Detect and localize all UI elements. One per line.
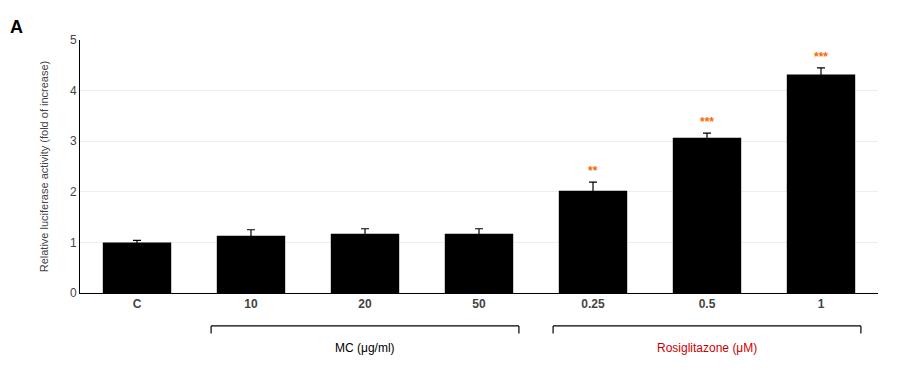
svg-text:A: A xyxy=(10,17,23,37)
svg-text:4: 4 xyxy=(70,84,77,98)
svg-text:Rosiglitazone (μM): Rosiglitazone (μM) xyxy=(657,341,757,355)
svg-text:3: 3 xyxy=(70,134,77,148)
svg-text:C: C xyxy=(133,297,142,311)
svg-text:10: 10 xyxy=(244,297,258,311)
svg-text:1: 1 xyxy=(70,236,77,250)
svg-text:MC (μg/ml): MC (μg/ml) xyxy=(335,341,395,355)
svg-text:20: 20 xyxy=(358,297,372,311)
svg-text:1: 1 xyxy=(818,297,825,311)
svg-text:50: 50 xyxy=(472,297,486,311)
svg-text:0.5: 0.5 xyxy=(699,297,716,311)
svg-text:5: 5 xyxy=(70,33,77,47)
svg-text:**: ** xyxy=(588,164,598,178)
svg-text:0.25: 0.25 xyxy=(581,297,605,311)
svg-text:***: *** xyxy=(700,115,714,129)
svg-text:***: *** xyxy=(814,50,828,64)
svg-text:0: 0 xyxy=(70,286,77,300)
svg-text:Relative luciferase activity (: Relative luciferase activity (fold of in… xyxy=(38,61,50,273)
svg-text:2: 2 xyxy=(70,185,77,199)
